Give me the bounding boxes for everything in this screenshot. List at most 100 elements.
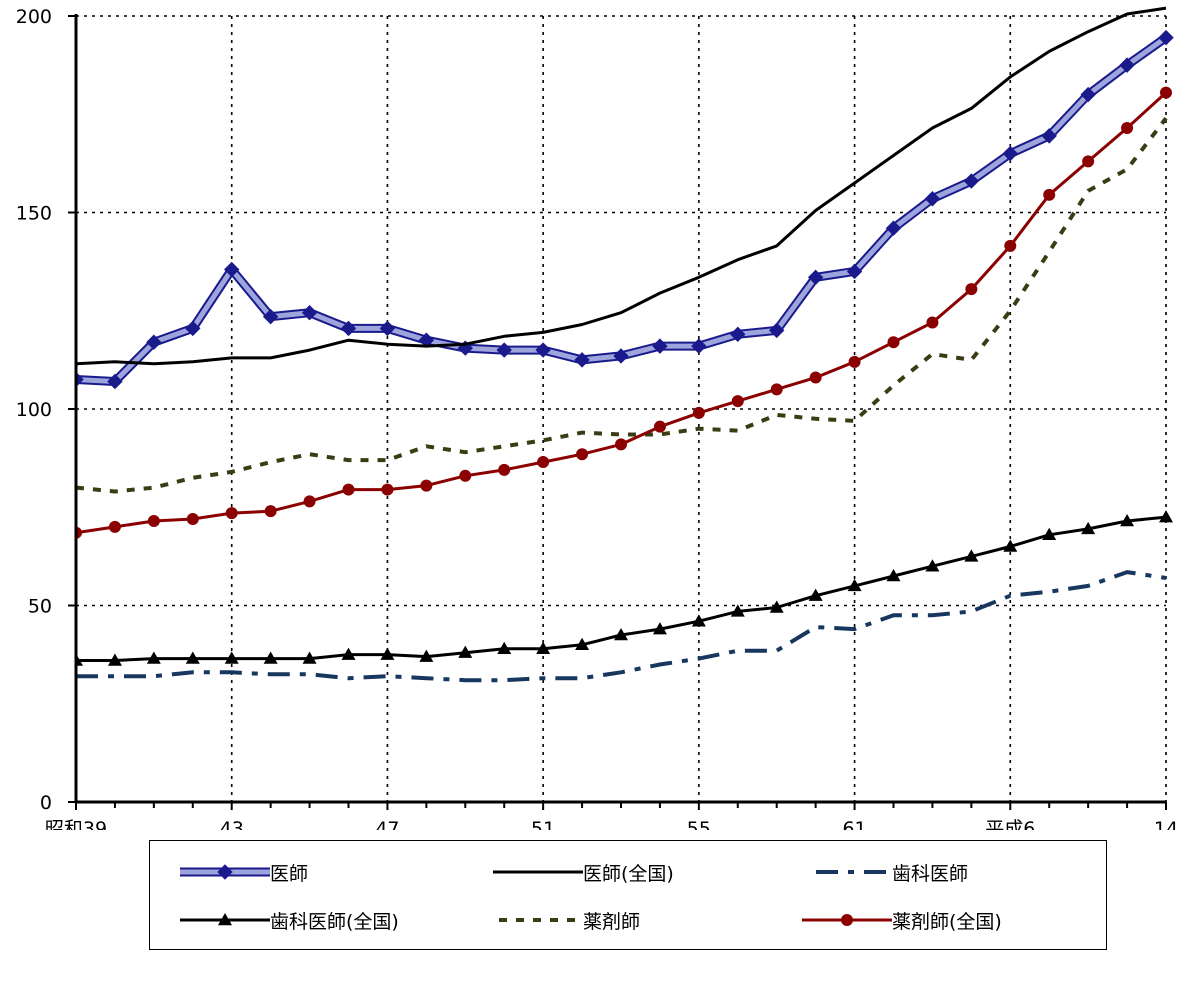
data-point-triangle (614, 627, 628, 641)
legend-swatch (493, 870, 583, 874)
data-point-triangle (1159, 510, 1173, 523)
data-point-diamond (769, 322, 785, 339)
x-tick-label: 55 (687, 818, 711, 830)
series-4 (76, 116, 1168, 494)
data-point-triangle (808, 588, 823, 601)
data-point-triangle (458, 645, 473, 658)
data-point-circle (841, 914, 853, 926)
data-point-circle (576, 448, 589, 461)
legend-label: 薬剤師 (583, 910, 641, 933)
data-point-circle (342, 483, 355, 496)
data-point-diamond (885, 220, 902, 236)
data-point-diamond (185, 320, 201, 337)
data-point-triangle (497, 641, 512, 654)
data-point-circle (770, 383, 783, 396)
y-tick-label: 150 (16, 203, 52, 225)
data-point-diamond (1119, 57, 1135, 73)
data-point-triangle (1042, 527, 1057, 541)
data-point-circle (381, 483, 394, 496)
legend-label: 歯科医師(全国) (270, 910, 399, 933)
series-line (76, 116, 1168, 494)
data-point-circle (1004, 239, 1017, 252)
data-point-triangle (380, 647, 395, 660)
line-chart: 0 50 100 150 200 昭和39 43 47 51 55 61 平成6 14 (16, 6, 1178, 830)
data-point-circle (303, 495, 316, 508)
data-point-diamond (224, 261, 240, 278)
data-point-circle (264, 505, 277, 518)
data-point-diamond (846, 263, 863, 280)
data-point-diamond (574, 352, 590, 368)
axes (68, 14, 1167, 810)
series-1 (76, 6, 1167, 366)
tick-labels: 0 50 100 150 200 昭和39 43 47 51 55 61 平成6 14 (16, 6, 1178, 830)
legend-swatch (499, 918, 577, 922)
data-point-triangle (536, 641, 551, 654)
data-point-circle (1082, 155, 1095, 168)
data-point-triangle (419, 649, 434, 662)
x-tick-label: 47 (375, 818, 399, 830)
grid-lines (76, 15, 1167, 802)
data-point-diamond (379, 320, 396, 337)
data-point-circle (1160, 86, 1172, 99)
data-point-triangle (964, 549, 979, 562)
data-point-circle (498, 463, 511, 476)
data-point-circle (420, 479, 433, 492)
data-point-triangle (847, 578, 862, 592)
data-point-diamond (1002, 145, 1018, 162)
data-point-diamond (217, 864, 233, 880)
x-tick-label: 51 (531, 818, 555, 830)
data-point-diamond (146, 334, 162, 350)
data-point-diamond (1158, 29, 1174, 46)
data-point-circle (1121, 122, 1134, 135)
data-point-diamond (1041, 128, 1057, 144)
legend-label: 医師(全国) (583, 862, 674, 885)
data-point-triangle (730, 604, 745, 617)
x-tick-label: 平成6 (985, 818, 1035, 830)
series-line (76, 6, 1167, 366)
data-point-triangle (652, 622, 667, 635)
data-point-triangle (1120, 514, 1135, 527)
legend-item: 歯科医師(全国) (180, 905, 399, 935)
legend-item: 医師 (180, 857, 308, 887)
data-point-circle (108, 520, 121, 533)
data-point-diamond (963, 173, 980, 189)
data-point-triangle (1003, 539, 1018, 552)
data-point-triangle (769, 600, 784, 613)
series-0 (76, 29, 1174, 390)
data-point-diamond (691, 338, 707, 354)
data-point-diamond (262, 308, 279, 325)
legend-label: 医師 (270, 862, 309, 885)
x-tick-label: 昭和39 (45, 818, 107, 830)
legend-label: 歯科医師 (892, 862, 969, 885)
data-point-triangle (107, 653, 122, 666)
data-point-diamond (924, 191, 941, 207)
data-point-circle (225, 507, 238, 520)
x-tick-label: 14 (1154, 818, 1178, 830)
data-point-triangle (925, 559, 940, 572)
data-point-diamond (301, 305, 318, 321)
data-point-triangle (575, 637, 590, 651)
data-point-triangle (263, 651, 278, 664)
data-point-triangle (76, 653, 83, 666)
y-tick-label: 0 (40, 792, 52, 814)
legend-swatch (816, 870, 886, 874)
data-point-circle (887, 336, 900, 349)
x-tick-label: 61 (842, 818, 866, 830)
legend: 医師 医師(全国) 歯科医師歯科医師(全国) 薬剤師 薬剤師(全国) (149, 840, 1107, 950)
data-point-circle (731, 395, 744, 408)
x-tick-label: 43 (220, 818, 244, 830)
data-point-triangle (146, 651, 161, 664)
legend-swatch (180, 864, 270, 880)
series-3 (76, 510, 1173, 666)
series-line (76, 570, 1167, 683)
legend-item: 歯科医師 (802, 857, 968, 887)
data-point-diamond (340, 320, 357, 337)
data-point-circle (965, 283, 978, 296)
data-point-diamond (613, 348, 629, 364)
data-point-triangle (224, 651, 239, 664)
data-point-circle (186, 513, 199, 526)
data-point-circle (1043, 188, 1056, 201)
data-point-diamond (652, 338, 668, 354)
legend-label: 薬剤師(全国) (892, 910, 1002, 933)
legend-item: 薬剤師(全国) (802, 905, 1002, 935)
